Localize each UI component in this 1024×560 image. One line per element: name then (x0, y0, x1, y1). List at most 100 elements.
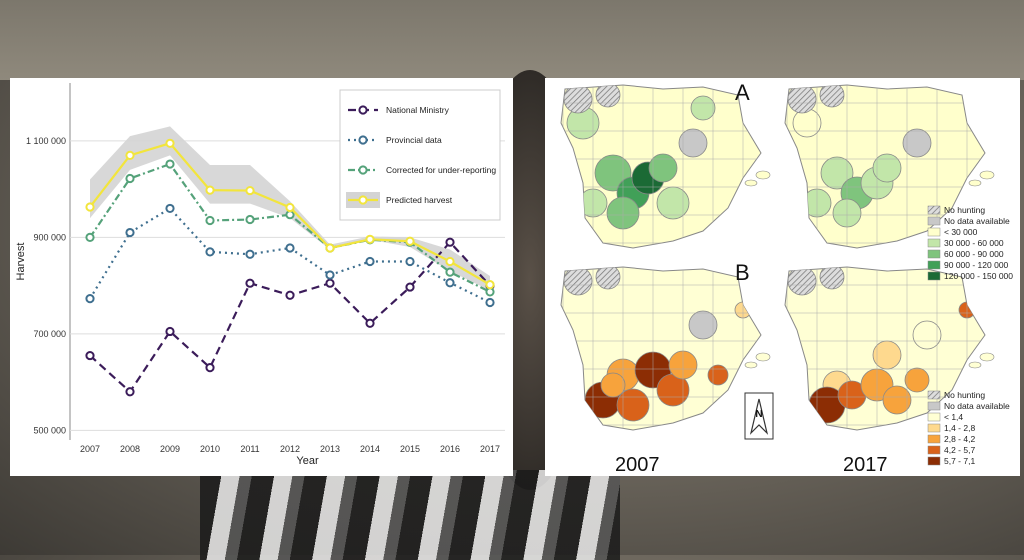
year-label-2007: 2007 (615, 454, 660, 476)
province (912, 320, 942, 350)
series-line (89, 207, 491, 304)
series-point (125, 227, 135, 238)
province (688, 310, 718, 340)
province (882, 385, 912, 415)
legend-label: 90 000 - 120 000 (944, 260, 1009, 270)
x-tick-label: 2017 (480, 444, 500, 454)
province (648, 153, 678, 183)
x-tick-label: 2012 (280, 444, 300, 454)
x-tick-label: 2007 (80, 444, 100, 454)
province (872, 153, 902, 183)
series-point (245, 278, 255, 288)
province (820, 156, 854, 190)
series-point (405, 236, 415, 246)
series-point (365, 234, 375, 244)
series-line (89, 240, 491, 394)
legend-label: No data available (944, 401, 1010, 411)
legend-label: < 1,4 (944, 412, 963, 422)
island (979, 352, 995, 362)
legend-swatch (927, 412, 941, 422)
legend-label: No hunting (944, 390, 985, 400)
legend-label: 2,8 - 4,2 (944, 434, 975, 444)
map-label-a: A (735, 80, 750, 105)
legend-label: Provincial data (386, 135, 442, 145)
province (787, 85, 817, 114)
series-point (205, 185, 215, 195)
province (563, 267, 593, 296)
series-point (205, 215, 215, 226)
x-tick-label: 2010 (200, 444, 220, 454)
series-point (445, 237, 455, 247)
series-point (285, 243, 295, 253)
series-point (205, 247, 215, 257)
legend-swatch (927, 390, 941, 400)
province (600, 372, 626, 398)
legend-label: No hunting (944, 205, 985, 215)
series-point (245, 214, 255, 225)
series-point (445, 267, 455, 277)
legend-swatch (927, 401, 941, 411)
series-point (405, 256, 415, 267)
series-point (85, 232, 95, 242)
province (787, 267, 817, 296)
legend-label: 30 000 - 60 000 (944, 238, 1004, 248)
x-tick-label: 2008 (120, 444, 140, 454)
province (819, 267, 845, 290)
island (744, 179, 758, 187)
province (563, 85, 593, 114)
legend-swatch (927, 423, 941, 433)
legend-label: No data available (944, 216, 1010, 226)
series-point (365, 256, 375, 267)
y-tick-label: 700 000 (33, 329, 66, 339)
map-a-2007 (560, 84, 771, 249)
series-point (165, 326, 175, 337)
series-point (485, 287, 495, 297)
province (902, 128, 932, 158)
legend-swatch (927, 434, 941, 444)
island (968, 361, 982, 369)
province (707, 364, 729, 386)
series-point (245, 249, 255, 259)
y-axis-title: Harvest (15, 243, 27, 281)
legend-marker (358, 135, 368, 145)
series-point (325, 278, 335, 288)
legend-swatch (927, 445, 941, 455)
island (968, 179, 982, 187)
series-point (285, 210, 295, 220)
series-point (285, 202, 295, 213)
legend-marker (358, 165, 368, 175)
island (744, 361, 758, 369)
legend-label: < 30 000 (944, 227, 978, 237)
legend-swatch (927, 249, 941, 259)
legend-swatch (927, 456, 941, 466)
series-point (485, 297, 495, 308)
y-tick-label: 500 000 (33, 425, 66, 435)
x-tick-label: 2016 (440, 444, 460, 454)
series-point (485, 280, 495, 290)
series-point (165, 159, 175, 169)
x-axis-title: Year (296, 455, 319, 467)
series-point (125, 387, 135, 397)
series-point (165, 203, 175, 214)
province (616, 388, 650, 422)
x-tick-label: 2009 (160, 444, 180, 454)
series-point (445, 278, 455, 288)
series-point (125, 150, 135, 160)
spain-maps-panel: No hunting No data available < 30 000 30 00… (545, 78, 1020, 476)
north-arrow: N (744, 392, 774, 440)
year-label-2017: 2017 (843, 454, 888, 476)
x-tick-label: 2014 (360, 444, 380, 454)
series-point (125, 173, 135, 184)
island (755, 352, 771, 362)
background-bird-feathers (200, 470, 620, 560)
series-point (445, 256, 455, 267)
series-point (165, 138, 175, 148)
legend-marker (358, 195, 368, 205)
legend-swatch (927, 227, 941, 237)
island (979, 170, 995, 180)
series-point (325, 243, 335, 253)
series-point (85, 294, 95, 304)
island (755, 170, 771, 180)
